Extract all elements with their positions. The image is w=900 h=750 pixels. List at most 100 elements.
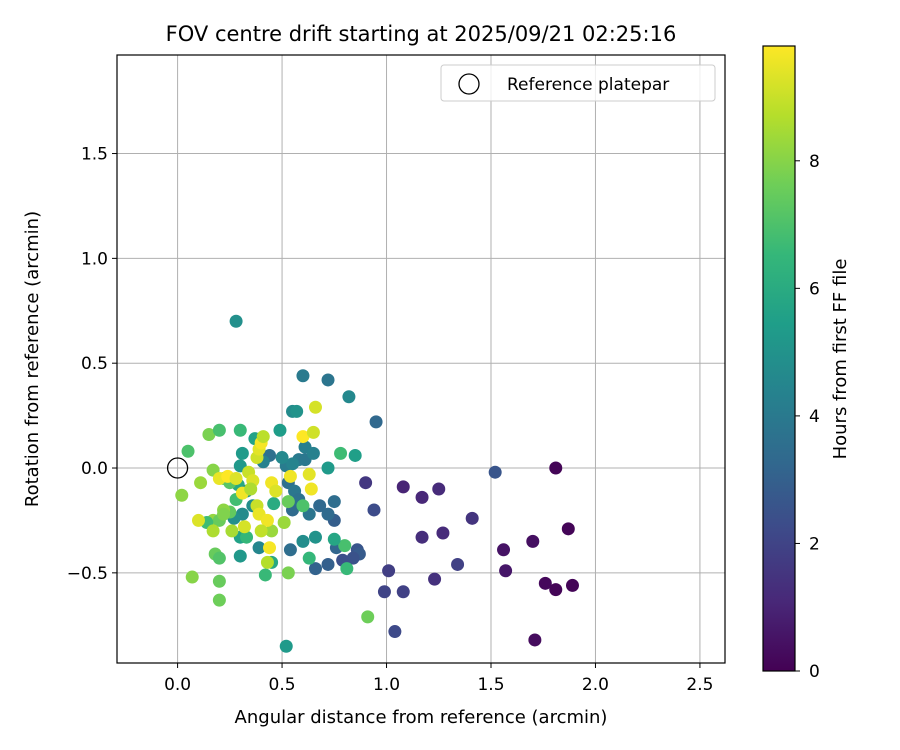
legend-reference-marker-icon [458, 73, 480, 95]
data-point [321, 373, 335, 387]
data-point [252, 541, 266, 555]
data-point [306, 446, 320, 460]
data-point [235, 446, 249, 460]
y-tick-label: 1.0 [81, 249, 108, 269]
data-point [260, 513, 274, 527]
data-point [549, 583, 563, 597]
data-point [229, 472, 243, 486]
y-tick-label: −0.5 [67, 564, 108, 584]
data-point [286, 457, 300, 471]
data-point [396, 585, 410, 599]
x-tick-label: 1.5 [477, 675, 504, 695]
data-point [202, 427, 216, 441]
data-point [388, 625, 402, 639]
data-point [304, 482, 318, 496]
data-point [296, 430, 310, 444]
data-point [267, 497, 281, 511]
data-point [528, 633, 542, 647]
data-point [369, 415, 383, 429]
data-point [306, 425, 320, 439]
data-point [346, 551, 360, 565]
y-tick-label: 1.5 [81, 145, 108, 165]
x-tick-label: 1.0 [373, 675, 400, 695]
data-point [254, 524, 268, 538]
data-point [451, 557, 465, 571]
data-point [206, 524, 220, 538]
data-point [233, 549, 247, 563]
data-point [302, 551, 316, 565]
data-point [258, 568, 272, 582]
colorbar-gradient [763, 46, 795, 671]
plot-area-frame [116, 54, 726, 664]
data-point [428, 572, 442, 586]
colorbar-label: Hours from first FF file [830, 259, 851, 460]
data-point [181, 444, 195, 458]
data-point [377, 585, 391, 599]
data-point [465, 511, 479, 525]
data-point [565, 578, 579, 592]
data-point [415, 530, 429, 544]
data-point [260, 555, 274, 569]
data-point [499, 564, 513, 578]
data-point [233, 423, 247, 437]
scatter-points [175, 314, 579, 653]
reference-layer [166, 457, 189, 479]
colorbar-tick-label: 6 [809, 279, 820, 299]
x-axis-label: Angular distance from reference (arcmin) [235, 707, 608, 728]
data-point [549, 461, 563, 475]
data-point [191, 513, 205, 527]
data-point [265, 524, 279, 538]
data-point [225, 524, 239, 538]
data-point [308, 562, 322, 576]
data-point [296, 369, 310, 383]
data-point [497, 543, 511, 557]
data-point [296, 534, 310, 548]
data-point [237, 520, 251, 534]
colorbar-frame [762, 45, 796, 672]
data-point [212, 423, 226, 437]
y-axis-ticks: −0.5 0.0 0.5 1.0 1.5 [67, 145, 117, 584]
data-point [212, 551, 226, 565]
data-point [338, 539, 352, 553]
chart-title: FOV centre drift starting at 2025/09/21 … [166, 22, 677, 46]
data-point [283, 469, 297, 483]
data-point [340, 562, 354, 576]
data-point [488, 465, 502, 479]
y-axis-label: Rotation from reference (arcmin) [22, 211, 43, 507]
data-point [359, 476, 373, 490]
data-point [308, 530, 322, 544]
data-point [240, 530, 254, 544]
data-point [327, 532, 341, 546]
data-point [396, 480, 410, 494]
data-point [361, 610, 375, 624]
data-point [382, 564, 396, 578]
data-point [302, 467, 316, 481]
x-tick-label: 0.0 [164, 675, 191, 695]
data-point [290, 404, 304, 418]
y-tick-label: 0.5 [81, 354, 108, 374]
data-point [194, 476, 208, 490]
data-point [348, 448, 362, 462]
data-point [321, 557, 335, 571]
legend: Reference platepar [440, 64, 716, 102]
colorbar-tick-label: 0 [809, 662, 820, 682]
data-point [342, 390, 356, 404]
grid-lines [117, 55, 725, 663]
data-point [308, 400, 322, 414]
data-point [269, 484, 283, 498]
x-tick-label: 2.0 [582, 675, 609, 695]
x-tick-label: 0.5 [269, 675, 296, 695]
data-point [175, 488, 189, 502]
data-point [526, 534, 540, 548]
data-point [538, 576, 552, 590]
legend-label-reference-platepar: Reference platepar [507, 75, 669, 95]
colorbar-tick-label: 8 [809, 152, 820, 172]
data-point [321, 461, 335, 475]
data-point [277, 516, 291, 530]
data-point [561, 522, 575, 536]
data-point [283, 543, 297, 557]
data-point [281, 495, 295, 509]
data-point [256, 430, 270, 444]
data-point [313, 499, 327, 513]
